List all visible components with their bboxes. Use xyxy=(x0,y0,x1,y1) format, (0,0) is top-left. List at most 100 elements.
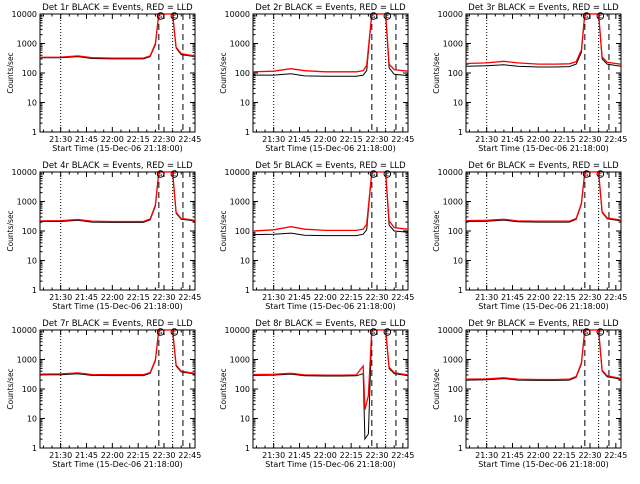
y-tick-label: 10 xyxy=(453,257,463,266)
series-line-events xyxy=(466,14,621,68)
x-tick-label: 22:15 xyxy=(340,451,363,460)
flare-end-marker-label: E xyxy=(386,330,390,336)
y-tick-label: 10000 xyxy=(12,168,37,177)
y-tick-label: 10 xyxy=(240,99,250,108)
x-tick-label: 21:45 xyxy=(75,451,98,460)
chart-panel-9: 1 10 100 1000 10000 21:30 21:45 22:00 22:15 22:30… xyxy=(432,319,627,469)
flare-end-marker xyxy=(596,328,605,336)
plot-frame xyxy=(465,171,622,291)
flare-start-marker-label: S xyxy=(372,14,376,20)
series-line-events xyxy=(466,172,621,223)
series-line-lld xyxy=(466,172,621,222)
y-axis-label: Counts/sec xyxy=(219,210,228,251)
x-tick-label: 22:45 xyxy=(178,293,201,302)
x-tick-label: 22:45 xyxy=(391,451,414,460)
y-tick-label: 100 xyxy=(448,69,463,78)
flare-end-marker-label: E xyxy=(173,330,177,336)
flare-end-marker-label: E xyxy=(599,172,603,178)
y-axis-label: Counts/sec xyxy=(432,210,441,251)
y-tick-label: 100 xyxy=(448,385,463,394)
flare-start-marker xyxy=(582,12,591,20)
series-line-events xyxy=(40,330,195,377)
y-axis-label: Counts/sec xyxy=(6,210,15,251)
plot-frame xyxy=(39,13,196,133)
chart-title: Det 1r BLACK = Events, RED = LLD xyxy=(42,3,193,13)
flare-end-marker xyxy=(170,12,179,20)
x-tick-label: 22:00 xyxy=(527,135,550,144)
y-tick-label: 100 xyxy=(22,385,37,394)
x-tick-label: 22:45 xyxy=(604,451,627,460)
y-tick-label: 1000 xyxy=(230,198,250,207)
x-axis-label: Start Time (15-Dec-06 21:18:00) xyxy=(265,144,396,153)
y-tick-label: 1000 xyxy=(17,40,37,49)
chart-panel-4: 1 10 100 1000 10000 21:30 21:45 22:00 22:15 22:30… xyxy=(6,161,201,311)
x-tick-label: 22:15 xyxy=(127,293,150,302)
x-tick-label: 22:00 xyxy=(101,293,124,302)
chart-panel-7: 1 10 100 1000 10000 21:30 21:45 22:00 22:15 22:30… xyxy=(6,319,201,469)
x-tick-label: 21:30 xyxy=(49,293,72,302)
x-tick-label: 22:15 xyxy=(127,135,150,144)
x-tick-label: 22:00 xyxy=(527,451,550,460)
series-line-events xyxy=(40,172,195,223)
series-line-events xyxy=(40,14,195,60)
x-tick-label: 21:45 xyxy=(288,451,311,460)
y-tick-label: 1 xyxy=(32,444,37,453)
chart-panel-8: 1 10 100 1000 10000 21:30 21:45 22:00 22:15 22:30… xyxy=(219,319,414,469)
y-tick-label: 10 xyxy=(240,415,250,424)
plot-frame xyxy=(39,329,196,449)
y-tick-label: 10 xyxy=(27,257,37,266)
y-tick-label: 10 xyxy=(27,415,37,424)
x-tick-label: 22:45 xyxy=(178,451,201,460)
flare-start-marker xyxy=(369,170,378,178)
series-line-events xyxy=(253,14,408,77)
y-tick-label: 1000 xyxy=(443,40,463,49)
y-tick-label: 100 xyxy=(235,385,250,394)
x-tick-label: 21:30 xyxy=(475,451,498,460)
plot-frame xyxy=(252,329,409,449)
x-tick-label: 22:00 xyxy=(101,451,124,460)
x-tick-label: 22:45 xyxy=(604,293,627,302)
x-tick-label: 21:45 xyxy=(501,451,524,460)
flare-end-marker-label: E xyxy=(173,172,177,178)
y-axis-label: Counts/sec xyxy=(432,368,441,409)
y-tick-label: 100 xyxy=(448,227,463,236)
chart-panel-5: 1 10 100 1000 10000 21:30 21:45 22:00 22:15 22:30… xyxy=(219,161,414,311)
x-tick-label: 22:00 xyxy=(314,135,337,144)
flare-start-marker-label: S xyxy=(372,172,376,178)
y-axis-label: Counts/sec xyxy=(6,52,15,93)
chart-title: Det 5r BLACK = Events, RED = LLD xyxy=(255,161,406,171)
x-tick-label: 22:30 xyxy=(365,451,388,460)
x-axis-label: Start Time (15-Dec-06 21:18:00) xyxy=(478,302,609,311)
flare-start-marker-label: S xyxy=(585,330,589,336)
flare-start-marker xyxy=(582,170,591,178)
x-tick-label: 22:15 xyxy=(553,135,576,144)
x-tick-label: 21:45 xyxy=(501,135,524,144)
x-tick-label: 21:30 xyxy=(49,135,72,144)
x-tick-label: 21:30 xyxy=(475,135,498,144)
series-line-lld xyxy=(253,172,408,232)
x-tick-label: 22:30 xyxy=(578,451,601,460)
y-tick-label: 1000 xyxy=(230,356,250,365)
chart-title: Det 3r BLACK = Events, RED = LLD xyxy=(468,3,619,13)
chart-title: Det 9r BLACK = Events, RED = LLD xyxy=(468,319,619,329)
chart-panel-1: 1 10 100 1000 10000 21:30 21:45 22:00 22:15 22:30… xyxy=(6,3,201,153)
x-tick-label: 21:30 xyxy=(262,293,285,302)
x-tick-label: 22:15 xyxy=(127,451,150,460)
y-axis-label: Counts/sec xyxy=(219,52,228,93)
x-tick-label: 21:30 xyxy=(262,451,285,460)
x-tick-label: 22:15 xyxy=(340,135,363,144)
flare-start-marker xyxy=(156,170,165,178)
y-tick-label: 1 xyxy=(245,286,250,295)
flare-start-marker xyxy=(582,328,591,336)
y-tick-label: 10000 xyxy=(225,10,250,19)
y-tick-label: 1000 xyxy=(17,356,37,365)
x-tick-label: 22:15 xyxy=(340,293,363,302)
flare-end-marker xyxy=(383,328,392,336)
plot-frame xyxy=(252,13,409,133)
x-axis-label: Start Time (15-Dec-06 21:18:00) xyxy=(52,144,183,153)
series-line-lld xyxy=(40,172,195,223)
y-axis-label: Counts/sec xyxy=(432,52,441,93)
flare-start-marker-label: S xyxy=(585,172,589,178)
series-line-lld xyxy=(40,330,195,376)
